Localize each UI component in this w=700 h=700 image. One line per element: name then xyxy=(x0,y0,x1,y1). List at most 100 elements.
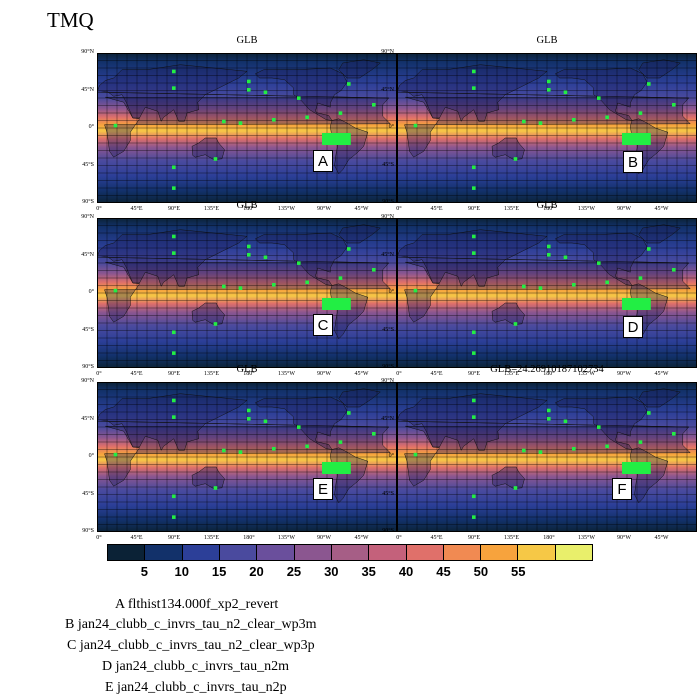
latitude-label: 45°S xyxy=(82,161,94,168)
marker xyxy=(322,462,351,474)
colorbar-tick-label: 55 xyxy=(510,564,526,579)
coastline xyxy=(404,96,691,158)
map-frame xyxy=(97,218,397,368)
colorbar-segment xyxy=(108,545,146,560)
panel-letter: B xyxy=(623,151,643,173)
latitude-label: 90°S xyxy=(382,199,394,205)
marker xyxy=(272,118,276,122)
legend-entry-e: E jan24_clubb_c_invrs_tau_n2p xyxy=(105,680,287,695)
latitude-label: 90°S xyxy=(82,528,94,534)
coastline xyxy=(338,388,381,408)
coastline xyxy=(96,229,389,287)
colorbar-tick-label: 10 xyxy=(174,564,189,579)
colorbar xyxy=(107,544,593,561)
marker xyxy=(472,165,476,170)
panel-title: GLB xyxy=(536,35,558,46)
legend-entry-d: D jan24_clubb_c_invrs_tau_n2m xyxy=(102,659,290,674)
panel-title: GLB=24.26910187102734 xyxy=(490,364,604,375)
panel-letter: A xyxy=(313,150,333,172)
map-field xyxy=(96,381,398,533)
longitude-label: 45°W xyxy=(354,535,369,541)
coastline xyxy=(638,224,681,244)
marker xyxy=(222,284,226,289)
coastline xyxy=(191,302,225,325)
longitude-label: 0° xyxy=(396,535,402,541)
marker xyxy=(622,298,651,310)
marker xyxy=(538,121,543,125)
latitude-label: 90°S xyxy=(382,528,394,534)
marker xyxy=(547,79,551,84)
colorbar-segment xyxy=(555,545,593,560)
colorbar-segment xyxy=(219,545,258,560)
panel-title: GLB xyxy=(236,35,258,46)
marker xyxy=(238,286,243,290)
colorbar-tick-label: 5 xyxy=(140,564,148,579)
marker xyxy=(297,425,301,429)
marker xyxy=(172,351,176,355)
longitude-label: 135°E xyxy=(503,371,520,377)
colorbar-segment xyxy=(331,545,370,560)
colorbar-tick-label: 30 xyxy=(324,564,339,579)
longitude-label: 45°W xyxy=(354,371,369,377)
marker xyxy=(297,96,301,100)
marker xyxy=(597,96,601,100)
longitude-label: 90°W xyxy=(616,206,632,212)
longitude-label: 90°E xyxy=(467,535,481,541)
marker xyxy=(322,298,351,310)
longitude-label: 45°W xyxy=(654,535,669,541)
marker xyxy=(472,186,476,190)
marker xyxy=(263,90,268,95)
longitude-label: 0° xyxy=(96,535,102,541)
latitude-label: 45°N xyxy=(381,251,394,258)
marker xyxy=(247,88,251,92)
longitude-label: 135°W xyxy=(577,206,596,212)
marker xyxy=(605,444,609,449)
latitude-label: 45°S xyxy=(382,490,394,497)
marker xyxy=(172,515,176,519)
latitude-label: 45°N xyxy=(81,86,94,93)
marker xyxy=(547,244,551,249)
map-panel-a: GLB A 90°N 45°N 0° 45°S 90°S 0° 45°E 90°E 135°E 1… xyxy=(81,35,398,212)
longitude-label: 180° xyxy=(543,206,555,212)
latitude-label: 0° xyxy=(88,453,94,459)
legend-entry-c: C jan24_clubb_c_invrs_tau_n2_clear_wp3p xyxy=(67,638,315,653)
latitude-label: 90°S xyxy=(82,199,94,205)
marker xyxy=(472,86,476,90)
longitude-label: 90°E xyxy=(467,371,481,377)
colorbar-segment xyxy=(481,545,519,560)
marker xyxy=(338,440,343,444)
marker xyxy=(413,452,418,457)
coastline xyxy=(96,64,389,122)
marker xyxy=(672,432,676,436)
colorbar-segment xyxy=(182,545,220,560)
marker xyxy=(647,82,651,86)
marker xyxy=(113,123,118,128)
colorbar-segment xyxy=(518,545,556,560)
marker xyxy=(222,448,226,453)
coastline xyxy=(491,466,525,489)
longitude-label: 90°W xyxy=(316,371,332,377)
marker xyxy=(305,115,309,120)
map-field xyxy=(396,52,698,204)
map-panel-d: GLB D 90°N 45°N 0° 45°S 90°S 0° 45°E 90°E 135°E 1… xyxy=(381,200,698,377)
longitude-label: 45°W xyxy=(654,371,669,377)
marker xyxy=(472,415,476,419)
marker xyxy=(263,255,268,260)
marker xyxy=(347,411,351,415)
marker xyxy=(172,234,176,239)
marker xyxy=(522,119,526,124)
colorbar-tick-label: 40 xyxy=(398,564,414,579)
coastline xyxy=(191,137,225,160)
marker xyxy=(172,251,176,255)
marker xyxy=(513,486,518,490)
marker xyxy=(647,411,651,415)
map-field xyxy=(96,52,398,204)
coastline xyxy=(254,232,348,286)
marker xyxy=(338,276,343,280)
panel-letter: C xyxy=(313,314,333,336)
map-svg xyxy=(396,381,698,533)
marker xyxy=(113,452,118,457)
marker xyxy=(297,261,301,265)
marker xyxy=(472,330,476,335)
panel-letter: E xyxy=(313,478,333,500)
